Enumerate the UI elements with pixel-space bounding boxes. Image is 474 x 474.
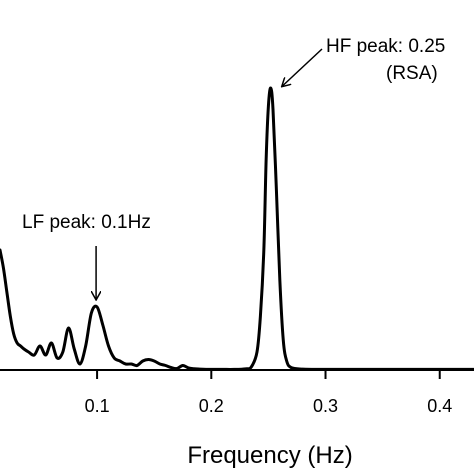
x-axis: 0.1 0.2 0.3 0.4 — [0, 369, 474, 416]
x-tick-label: 0.4 — [427, 396, 452, 416]
hf-peak-sublabel: (RSA) — [386, 63, 438, 84]
x-tick-label: 0.2 — [199, 396, 224, 416]
annotation-layer: LF peak: 0.1Hz HF peak: 0.25 (RSA) — [22, 36, 445, 299]
series-line — [0, 86, 474, 371]
x-axis-title: Frequency (Hz) — [187, 442, 352, 469]
hf-peak-arrow — [282, 48, 323, 86]
x-tick-label: 0.3 — [313, 396, 338, 416]
series-layer — [0, 86, 474, 371]
hf-peak-label: HF peak: 0.25 — [326, 36, 445, 57]
x-tick-label: 0.1 — [85, 396, 110, 416]
lf-peak-label: LF peak: 0.1Hz — [22, 212, 151, 233]
